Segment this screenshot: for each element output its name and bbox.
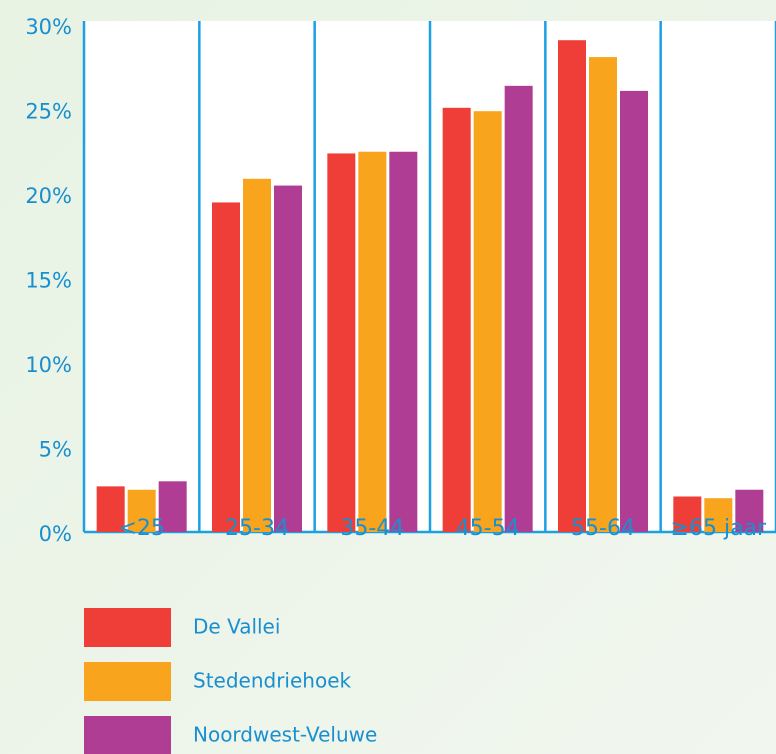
bar [620,90,648,532]
y-tick-label: 15% [25,269,72,293]
bar [127,489,156,532]
y-tick-label: 0% [39,522,72,546]
x-tick-label: 45-54 [456,516,520,541]
bar [96,486,125,532]
bar [327,153,356,532]
bar [212,202,240,532]
bar [473,111,502,532]
bar [558,40,586,533]
legend-swatch [84,716,171,754]
bar [704,498,733,532]
bar [274,185,302,533]
y-tick-label: 30% [25,15,72,39]
y-tick-label: 20% [25,184,72,208]
bar [673,496,702,532]
bar [735,489,764,532]
bar [158,481,187,532]
y-tick-label: 5% [39,438,72,462]
bar [504,85,533,532]
bar [358,151,387,532]
legend-label: Noordwest-Veluwe [193,723,377,747]
legend-swatch [84,608,171,647]
x-tick-label: ≥65 jaar [671,516,767,541]
x-tick-label: 35-44 [340,516,404,541]
legend-swatch [84,662,171,701]
x-tick-label: 25-34 [225,516,289,541]
x-tick-label: 55-64 [571,516,635,541]
x-tick-label: <25 [118,516,164,541]
bar [243,178,271,533]
bar [389,151,418,532]
bar [589,57,617,533]
y-tick-label: 10% [25,353,72,377]
legend-label: Stedendriehoek [193,669,352,693]
bar [442,107,471,532]
legend-label: De Vallei [193,615,280,639]
y-tick-label: 25% [25,100,72,124]
